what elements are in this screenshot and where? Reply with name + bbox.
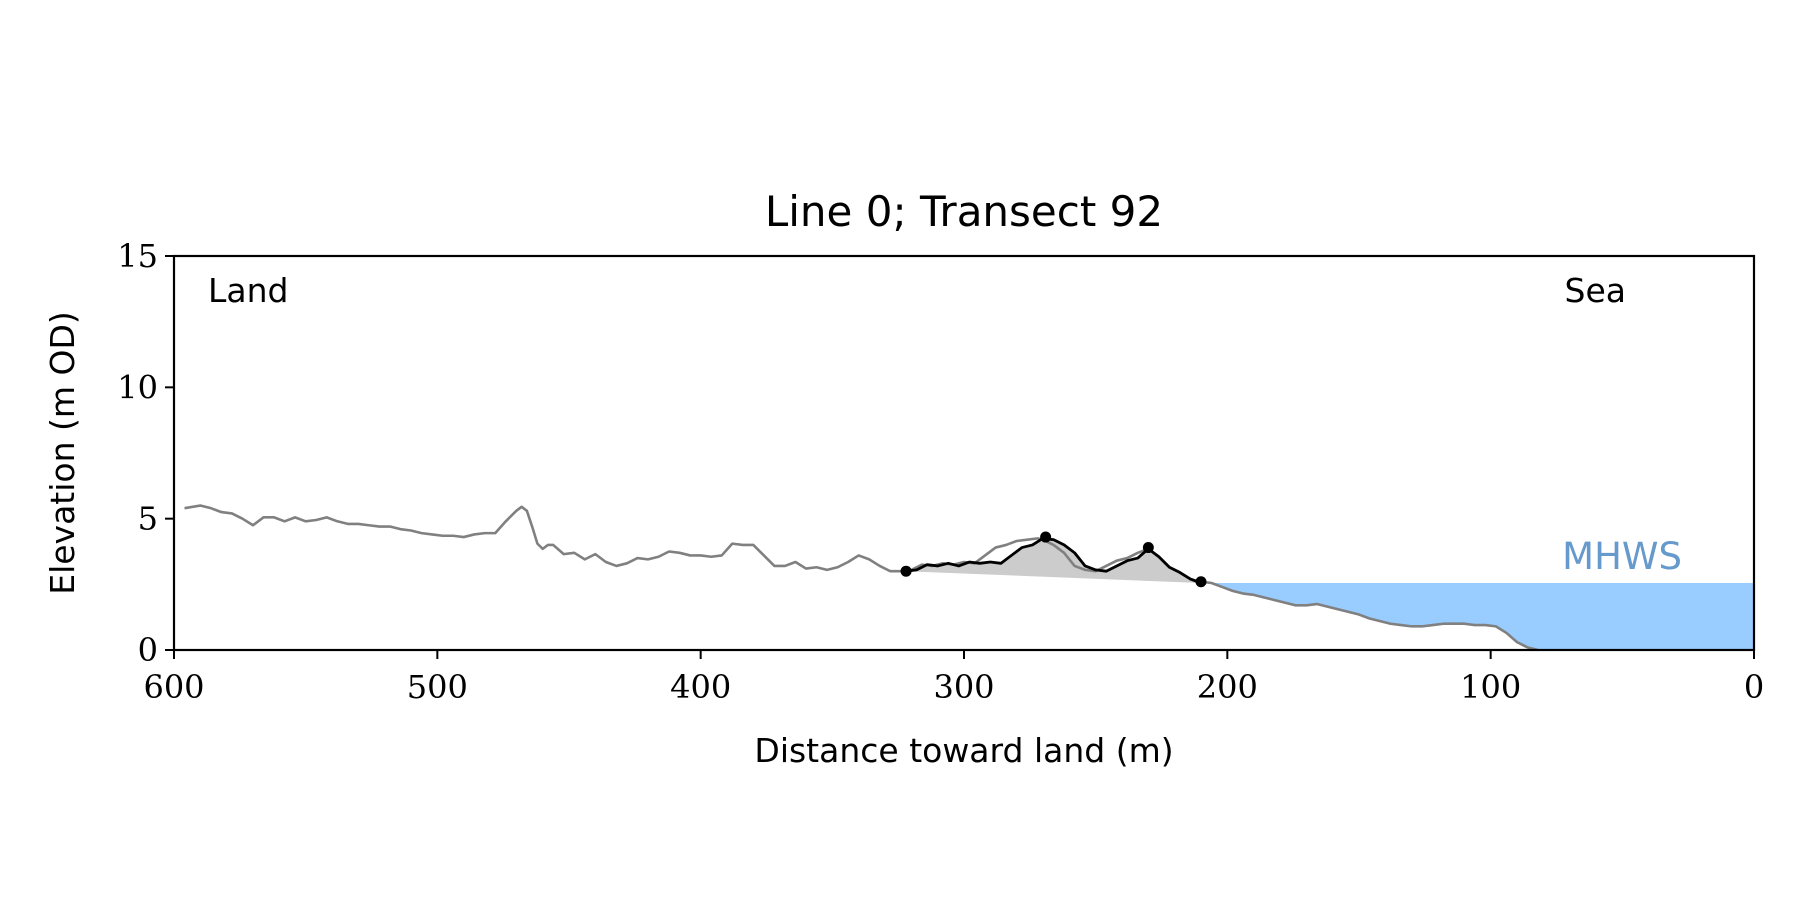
lines-layer xyxy=(184,504,1539,652)
x-tick-label-600: 600 xyxy=(143,668,204,706)
x-tick-label-400: 400 xyxy=(670,668,731,706)
dune-fill-area xyxy=(906,538,1201,584)
x-tick-label-100: 100 xyxy=(1460,668,1521,706)
profile-line xyxy=(184,504,1539,652)
x-tick-label-300: 300 xyxy=(933,668,994,706)
y-tick-label-0: 0 xyxy=(138,631,158,669)
sea-fill-area xyxy=(1211,583,1754,650)
x-axis-label: Distance toward land (m) xyxy=(754,731,1173,770)
dune-marker-0 xyxy=(900,565,912,577)
y-axis-label: Elevation (m OD) xyxy=(43,311,82,595)
fills-layer xyxy=(906,538,1754,650)
y-tick-label-15: 15 xyxy=(117,237,158,275)
y-tick-label-5: 5 xyxy=(138,500,158,538)
land-label: Land xyxy=(208,271,288,310)
ticks-layer: 600 500 400 300 200 100 0 0 5 10 15 xyxy=(117,237,1764,706)
x-tick-label-200: 200 xyxy=(1197,668,1258,706)
mhws-label: MHWS xyxy=(1562,535,1682,578)
x-tick-label-0: 0 xyxy=(1744,668,1764,706)
sea-label: Sea xyxy=(1565,271,1626,310)
chart-title: Line 0; Transect 92 xyxy=(765,187,1163,236)
x-tick-label-500: 500 xyxy=(407,668,468,706)
markers-layer xyxy=(900,531,1207,588)
dune-marker-1 xyxy=(1040,531,1052,543)
dune-marker-3 xyxy=(1195,576,1207,588)
dune-marker-2 xyxy=(1142,542,1154,554)
y-tick-label-10: 10 xyxy=(117,368,158,406)
